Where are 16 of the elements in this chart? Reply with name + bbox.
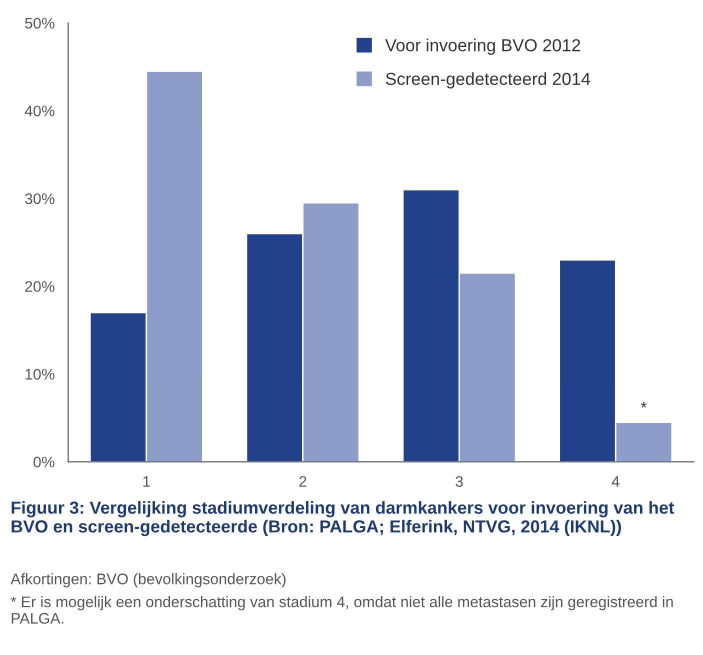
x-tick-label: 1 [143,476,150,487]
y-tick-label: 20% [25,281,54,292]
y-tick-label: 10% [26,368,54,380]
x-tick-label: 4 [612,476,620,487]
text: Figuur 3: Vergelijking stadiumverdeling van darmkankers voor invoering van het BVO en screen-gedetecteerde (Bron: PALGA; Elferink, NTVG, 2014 (IKNL)) [12,501,674,536]
legend-label: Voor invoering BVO 2012 [385,38,580,55]
x-tick-label: 2 [299,476,306,487]
y-tick-label: 0% [34,456,54,468]
y-tick-label: 50% [25,18,54,29]
text: Afkortingen: BVO (bevolkingsonderzoek) [10,573,286,588]
annotation: * [640,402,647,408]
legend-label: Screen-gedetecteerd 2014 [386,72,590,88]
text: * Er is mogelijk een onderschatting van stadium 4, omdat niet alle metastasen zijn geregistreerd in PALGA. [10,596,673,624]
y-tick-label: 30% [25,193,54,204]
y-tick-label: 40% [24,106,54,116]
x-tick-label: 3 [456,476,463,487]
